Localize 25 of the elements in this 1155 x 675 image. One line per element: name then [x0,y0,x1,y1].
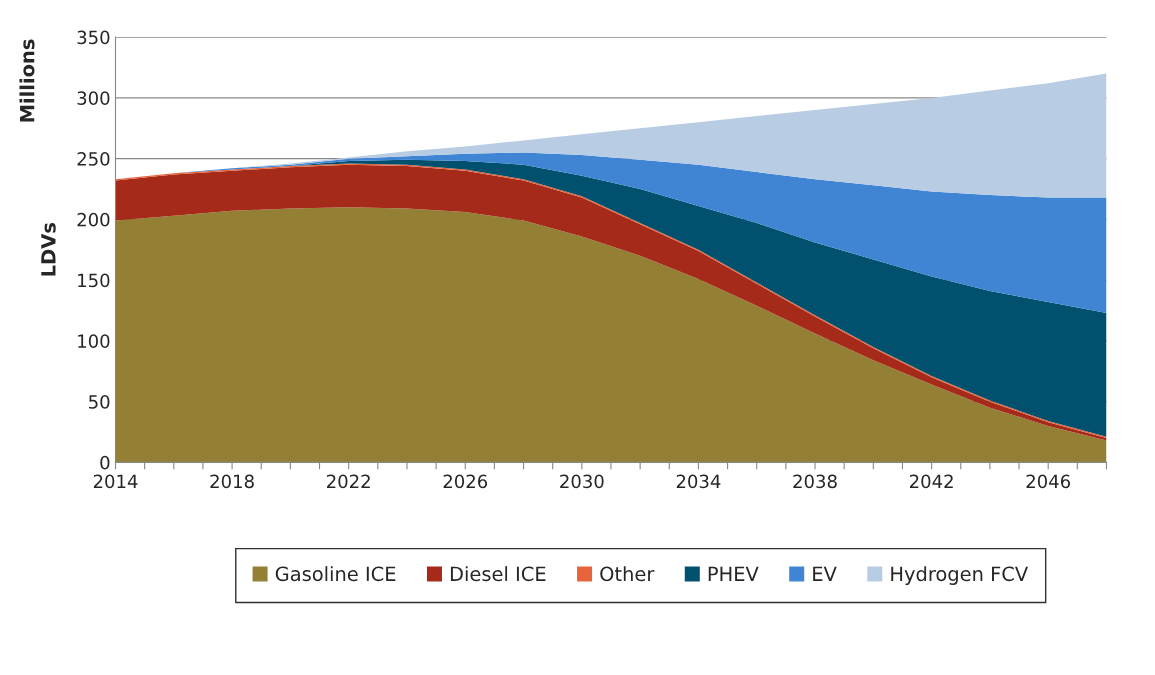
legend-label: Other [600,566,655,582]
legend-label: Hydrogen FCV [891,566,1029,585]
x-tick-label: 2034 [676,474,721,489]
text: Millions [19,39,35,122]
legend-label: Gasoline ICE [275,566,396,582]
x-tick-label: 2018 [210,474,254,489]
y-axis-title: LDVs [41,223,56,276]
legend-label: PHEV [708,566,759,581]
y-tick-label: 200 [77,212,110,227]
x-tick-label: 2046 [1026,474,1071,489]
legend-label: EV [813,566,837,581]
x-tick-label: 2026 [443,474,488,489]
y-tick-label: 300 [77,91,110,105]
y-tick-label: 0 [100,455,110,470]
x-tick-label: 2022 [327,474,370,489]
x-tick-label: 2030 [560,474,604,489]
y-tick-label: 50 [89,395,110,409]
legend-label: Diesel ICE [450,566,546,582]
y-tick-label: 250 [77,152,110,166]
x-tick-label: 2038 [793,474,837,489]
y-tick-label: 100 [78,334,110,348]
x-tick-label: 2014 [93,474,138,489]
x-tick-label: 2042 [909,474,953,489]
y-tick-label: 150 [78,273,110,288]
y-tick-label: 350 [77,30,110,45]
